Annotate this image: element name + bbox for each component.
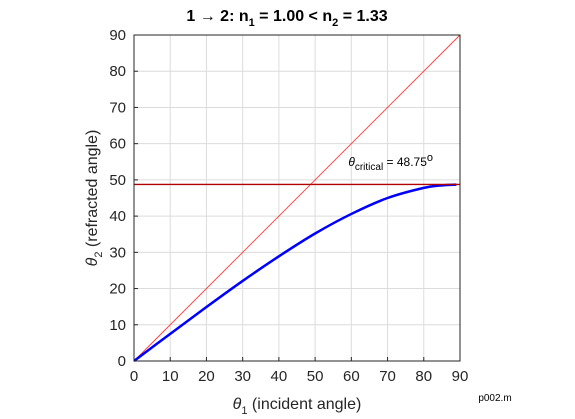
y-tick-label: 60	[109, 136, 126, 153]
y-tick-label: 70	[109, 99, 126, 116]
x-tick-label: 80	[415, 368, 432, 385]
y-tick-label: 50	[109, 172, 126, 189]
x-tick-label: 50	[307, 368, 324, 385]
y-tick-label: 10	[109, 317, 126, 334]
critical-angle-annotation: θcritical = 48.75o	[348, 152, 433, 173]
x-axis-ticks: 0 10 20 30 40 50 60 70 80 90	[130, 357, 469, 385]
chart-title: 1 → 2: n1 = 1.00 < n2 = 1.33	[186, 8, 387, 29]
x-tick-label: 40	[271, 368, 288, 385]
x-tick-label: 10	[162, 368, 179, 385]
x-tick-label: 60	[343, 368, 360, 385]
y-tick-label: 90	[109, 27, 126, 44]
x-axis-label: θ1 (incident angle)	[233, 396, 362, 417]
x-tick-label: 0	[130, 368, 138, 385]
x-tick-label: 20	[198, 368, 215, 385]
y-tick-label: 40	[109, 208, 126, 225]
y-axis-label: θ2 (refracted angle)	[84, 130, 105, 267]
x-tick-label: 70	[379, 368, 396, 385]
x-tick-label: 90	[452, 368, 469, 385]
y-axis-ticks: 0 10 20 30 40 50 60 70 80 90	[109, 27, 138, 370]
y-tick-label: 0	[118, 353, 126, 370]
x-tick-label: 30	[234, 368, 251, 385]
y-tick-label: 20	[109, 281, 126, 298]
y-tick-label: 30	[109, 244, 126, 261]
y-tick-label: 80	[109, 63, 126, 80]
script-filename: p002.m	[478, 393, 511, 404]
plot-frame	[133, 34, 461, 362]
series-layer	[133, 34, 461, 362]
refracted-angle-curve	[133, 183, 457, 362]
identity-line	[133, 34, 461, 362]
